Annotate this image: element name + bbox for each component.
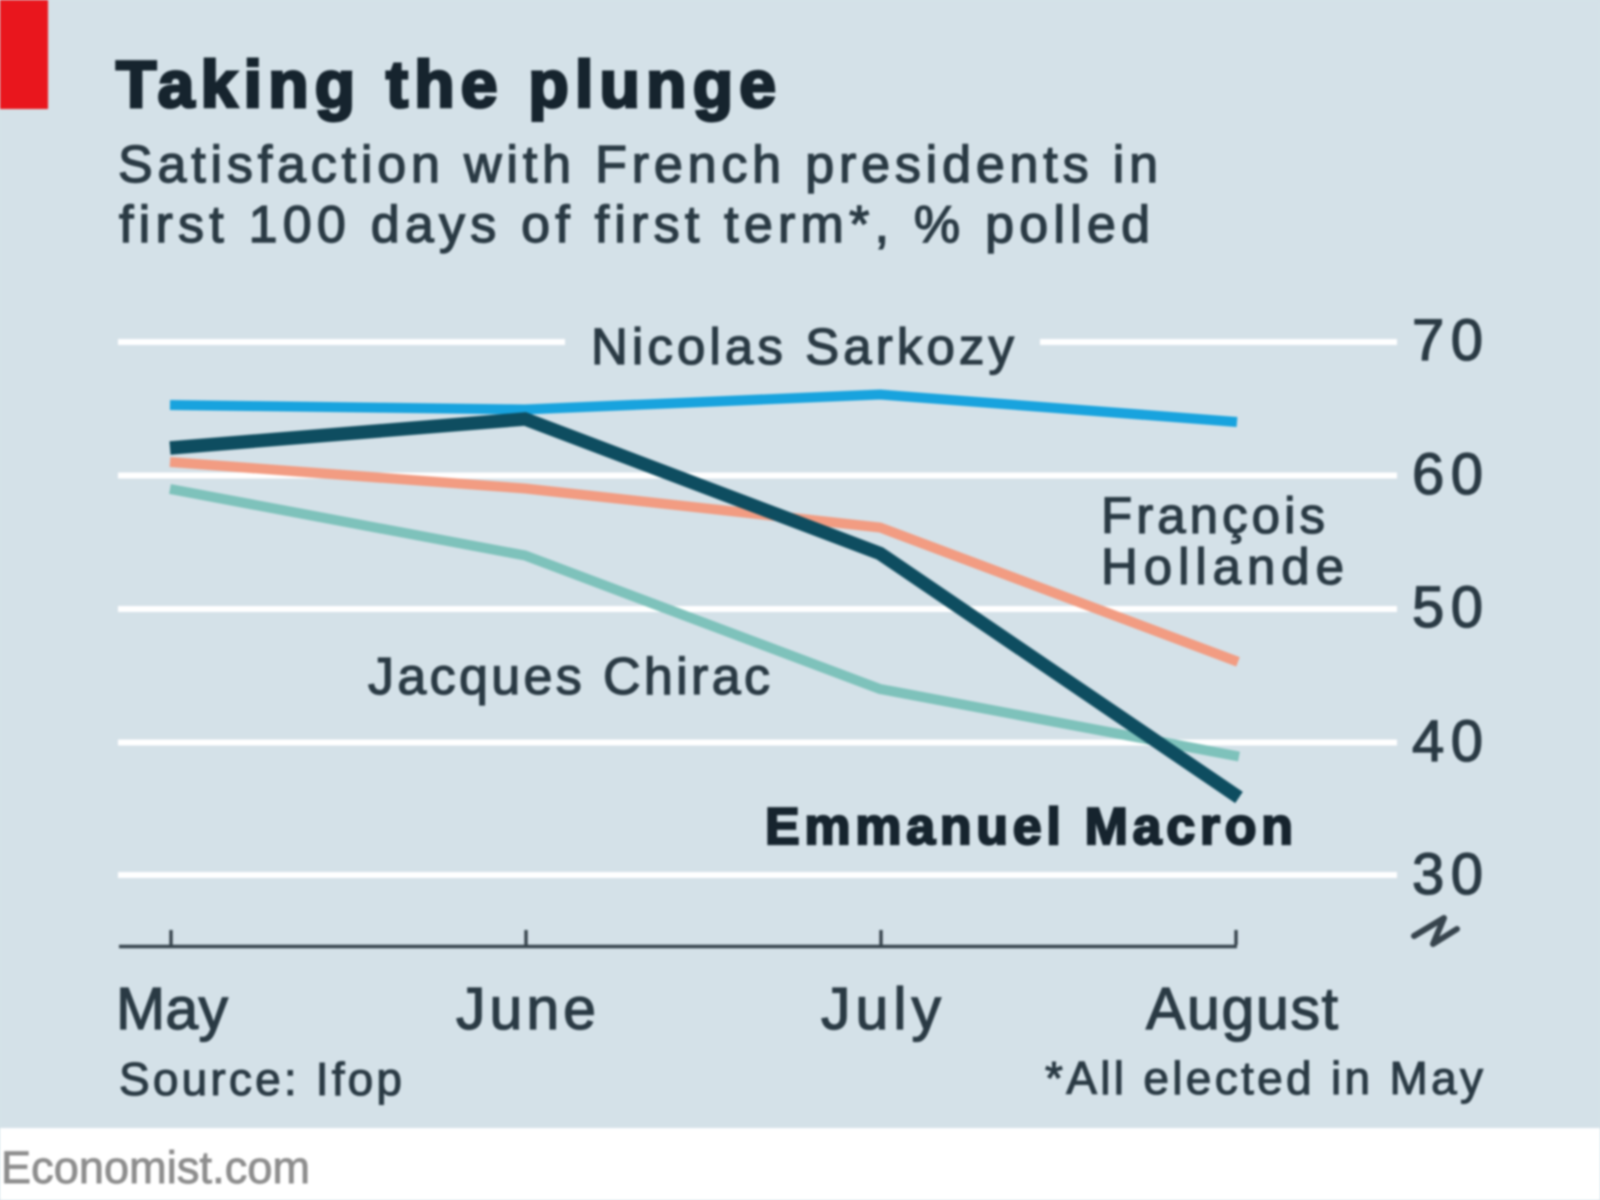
svg-text:July: July: [821, 976, 942, 1042]
svg-text:Economist.com: Economist.com: [1, 1142, 310, 1193]
svg-text:Emmanuel Macron: Emmanuel Macron: [765, 798, 1293, 856]
svg-text:May: May: [116, 976, 229, 1042]
svg-text:Hollande: Hollande: [1101, 538, 1344, 595]
svg-text:Taking the plunge: Taking the plunge: [116, 47, 776, 121]
svg-text:Source: Ifop: Source: Ifop: [119, 1053, 402, 1105]
svg-text:François: François: [1101, 487, 1325, 544]
svg-text:Jacques Chirac: Jacques Chirac: [368, 648, 770, 706]
svg-text:first 100 days of first term*,: first 100 days of first term*, % polled: [119, 196, 1150, 254]
svg-text:August: August: [1146, 976, 1338, 1042]
svg-text:*All elected in May: *All elected in May: [1045, 1052, 1483, 1104]
svg-text:Satisfaction with French presi: Satisfaction with French presidents in: [118, 136, 1158, 194]
svg-text:June: June: [456, 976, 596, 1042]
